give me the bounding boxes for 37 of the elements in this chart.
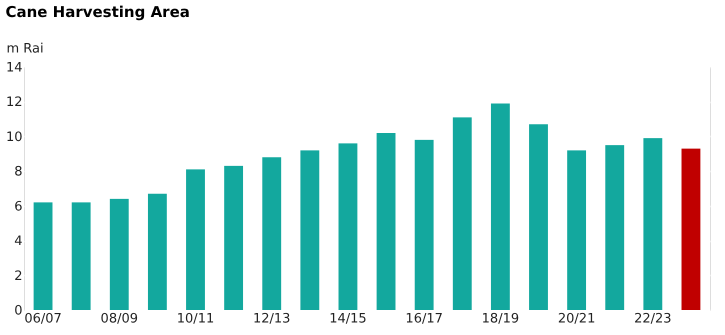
bar (338, 143, 358, 310)
x-tick-label: 16/17 (405, 312, 443, 326)
bar (643, 138, 662, 310)
y-tick-label: 8 (14, 164, 22, 180)
bar (490, 103, 510, 310)
bar (72, 202, 91, 310)
x-tick-label: 12/13 (252, 312, 290, 326)
y-tick-label: 6 (14, 199, 22, 214)
bar (605, 145, 624, 310)
bar (682, 148, 700, 310)
bar (529, 124, 548, 310)
bar (34, 202, 52, 310)
bar (300, 150, 320, 310)
bar (110, 198, 129, 310)
x-tick-label: 18/19 (482, 312, 520, 326)
x-tick-label: 10/11 (176, 312, 214, 326)
y-tick-label: 12 (6, 95, 22, 110)
y-tick-label: 10 (6, 130, 22, 145)
x-tick-label: 20/21 (558, 312, 596, 326)
bar (186, 169, 205, 310)
bar (376, 132, 396, 310)
bar (414, 140, 434, 310)
x-tick-label: 22/23 (634, 312, 672, 326)
x-tick-label: 06/07 (24, 312, 62, 326)
y-tick-label: 0 (14, 304, 22, 318)
y-tick-label: 4 (14, 234, 22, 250)
y-tick-label: 2 (14, 268, 22, 284)
chart-title: Cane Harvesting Area (5, 3, 190, 21)
bar (262, 157, 282, 310)
bar (567, 150, 586, 310)
x-tick-label: 08/09 (100, 312, 138, 326)
x-tick-label: 14/15 (329, 312, 367, 326)
y-tick-label: 14 (6, 60, 22, 76)
bar (224, 166, 244, 310)
y-axis-title: m Rai (6, 42, 44, 56)
bar (148, 194, 167, 310)
bar (452, 117, 472, 310)
